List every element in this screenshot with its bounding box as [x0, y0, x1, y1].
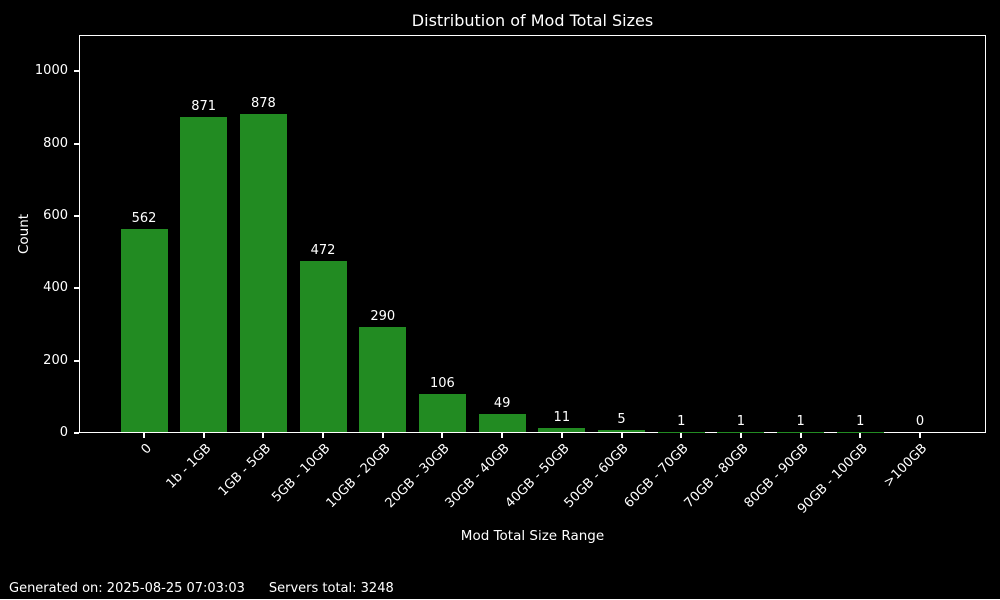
- footer: Generated on: 2025-08-25 07:03:03 Server…: [9, 581, 394, 596]
- y-tick: [74, 287, 79, 290]
- bar-value-label: 562: [131, 210, 157, 226]
- x-tick: [620, 433, 623, 438]
- bar-value-label: 11: [553, 410, 571, 426]
- bar: [120, 228, 168, 432]
- bar: [418, 393, 466, 432]
- bar: [478, 414, 526, 432]
- bar: [359, 327, 407, 432]
- y-tick: [74, 142, 79, 145]
- bar-value-label: 290: [370, 309, 396, 325]
- x-tick: [322, 433, 325, 438]
- x-tick-label: 1GB - 5GB: [215, 441, 274, 500]
- y-tick-label: 400: [43, 280, 68, 296]
- y-tick-label: 0: [59, 425, 68, 440]
- x-tick: [560, 433, 563, 438]
- bar: [299, 261, 347, 432]
- plot-spine-top: [79, 35, 986, 36]
- bar: [180, 116, 228, 432]
- bar-value-label: 106: [430, 375, 455, 391]
- y-tick-label: 1000: [34, 63, 68, 79]
- x-tick: [143, 433, 145, 438]
- y-tick: [74, 70, 79, 73]
- x-tick-label: >100GB: [881, 441, 931, 491]
- plot-spine-bottom: [79, 432, 986, 433]
- chart-title: Distribution of Mod Total Sizes: [411, 11, 654, 30]
- bar-value-label: 878: [250, 96, 276, 112]
- y-tick: [74, 214, 79, 217]
- y-tick-label: 200: [43, 352, 68, 368]
- y-tick-label: 800: [43, 135, 68, 151]
- bar: [538, 428, 586, 432]
- x-tick: [381, 433, 384, 438]
- bar-value-label: 472: [310, 243, 336, 259]
- x-axis-label: Mod Total Size Range: [460, 528, 605, 544]
- x-tick: [859, 433, 862, 438]
- bar-value-label: 1: [736, 413, 746, 429]
- x-tick: [202, 433, 205, 438]
- bar-value-label: 0: [915, 414, 925, 429]
- bar-value-label: 5: [617, 412, 626, 428]
- generated-timestamp: Generated on: 2025-08-25 07:03:03: [9, 581, 245, 596]
- y-tick: [74, 432, 79, 434]
- x-tick-label: 0: [138, 441, 155, 458]
- x-tick: [262, 433, 265, 438]
- bar: [598, 430, 646, 432]
- x-tick: [441, 433, 444, 438]
- bar-value-label: 1: [856, 413, 865, 429]
- y-tick: [74, 359, 79, 362]
- bar-value-label: 871: [191, 98, 217, 114]
- servers-total: Servers total: 3248: [268, 581, 394, 596]
- plot-area: 562 871 878 472 290 106 49 11 5 1 1 1 1 0: [79, 35, 986, 433]
- x-tick: [680, 433, 683, 438]
- plot-spine-right: [985, 35, 986, 433]
- x-tick: [501, 433, 504, 438]
- y-tick-label: 600: [43, 207, 68, 223]
- x-tick-label: 1b - 1GB: [163, 441, 215, 492]
- bar-value-label: 1: [677, 413, 686, 429]
- bar-value-label: 49: [493, 396, 511, 412]
- x-tick-label: 5GB - 10GB: [269, 441, 334, 506]
- plot-spine-left: [79, 35, 80, 433]
- bar: [239, 114, 287, 432]
- x-tick: [918, 433, 921, 438]
- bar-value-label: 1: [796, 413, 805, 429]
- x-tick: [799, 433, 802, 438]
- x-tick: [739, 433, 742, 438]
